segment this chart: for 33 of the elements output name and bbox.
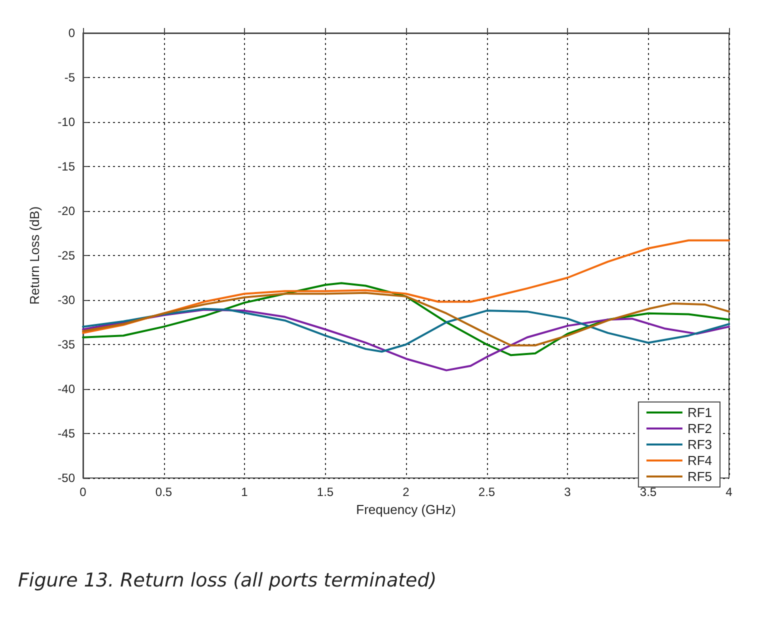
legend-label: RF5 [687,469,712,484]
legend-label: RF4 [687,453,712,468]
line-series [82,308,730,372]
y-tick-label: -20 [58,204,76,218]
y-tick-label: -15 [58,160,76,174]
line-series [82,239,730,334]
x-tick-label: 3.5 [640,485,657,499]
line-series [82,292,730,346]
x-tick-label: 2.5 [478,485,496,499]
x-tick-label: 1 [241,485,248,499]
y-tick-label: -25 [58,248,76,262]
x-tick-label: 2 [402,485,410,499]
y-tick-label: -30 [58,293,76,307]
x-tick-label: 0 [80,485,87,499]
y-tick-label: -10 [58,115,76,129]
y-tick-label: -50 [58,471,76,485]
legend-label: RF2 [687,421,712,436]
y-tick-label: -35 [58,338,76,352]
y-tick-label: -45 [58,426,76,440]
x-tick-label: 1.5 [316,485,334,499]
y-axis-title: Return Loss (dB) [27,206,42,305]
y-tick-label: 0 [68,26,76,40]
line-series [82,308,730,353]
y-tick-label: -40 [58,382,76,396]
legend-label: RF1 [687,405,712,420]
line-series [82,282,730,356]
x-tick-label: 0.5 [155,485,172,499]
x-tick-label: 3 [564,485,572,499]
caption: Figure 13. Return loss (all ports terminated) [18,570,437,592]
legend-label: RF3 [687,437,712,452]
y-tick-label: -5 [64,70,76,84]
x-axis-title: Frequency (GHz) [356,502,456,517]
x-tick-label: 4 [726,485,733,499]
